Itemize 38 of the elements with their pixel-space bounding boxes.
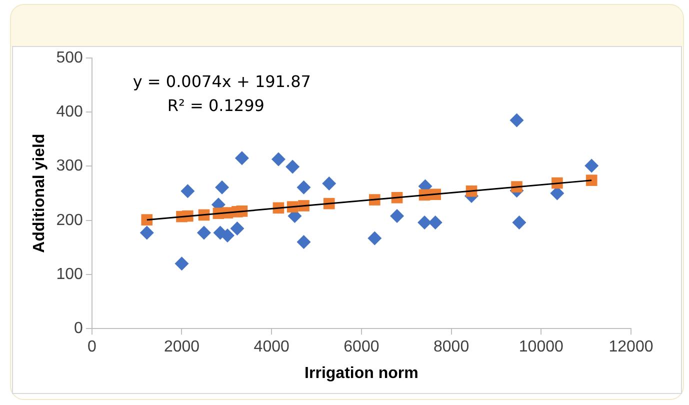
x-tick-label: 10000 (518, 338, 564, 356)
x-tick-label: 8000 (434, 338, 470, 356)
point (174, 256, 189, 271)
point (215, 180, 230, 194)
x-tick-label: 4000 (254, 338, 290, 356)
point (230, 221, 244, 236)
point (390, 209, 404, 224)
x-tick-label: 12000 (608, 338, 654, 356)
point (271, 152, 286, 166)
point (586, 174, 598, 186)
annotation: y = 0.0074x + 191.87 (132, 72, 311, 92)
point (428, 216, 442, 230)
x-tick-label: 6000 (344, 338, 380, 356)
point (368, 231, 382, 246)
x-tick-label: 0 (87, 338, 96, 356)
point (234, 151, 249, 166)
y-tick-label: 500 (56, 49, 83, 66)
point (140, 226, 154, 240)
annotation: R² = 0.1299 (167, 96, 264, 116)
point (296, 235, 311, 250)
point (296, 180, 311, 194)
y-tick-label: 400 (56, 104, 83, 121)
x-axis-title: Irrigation norm (304, 364, 418, 382)
y-tick-label: 0 (74, 320, 83, 338)
point (141, 214, 153, 226)
point (512, 216, 526, 230)
point (180, 184, 195, 198)
point (584, 158, 599, 173)
point (510, 113, 524, 128)
point (196, 226, 211, 240)
y-tick-label: 300 (56, 158, 83, 175)
y-tick-label: 100 (56, 266, 83, 283)
point (286, 160, 300, 174)
x-tick-label: 2000 (164, 338, 200, 356)
y-tick-label: 200 (56, 212, 83, 229)
point (418, 216, 432, 230)
y-axis-title: Additional yield (31, 134, 48, 253)
point (322, 176, 336, 191)
